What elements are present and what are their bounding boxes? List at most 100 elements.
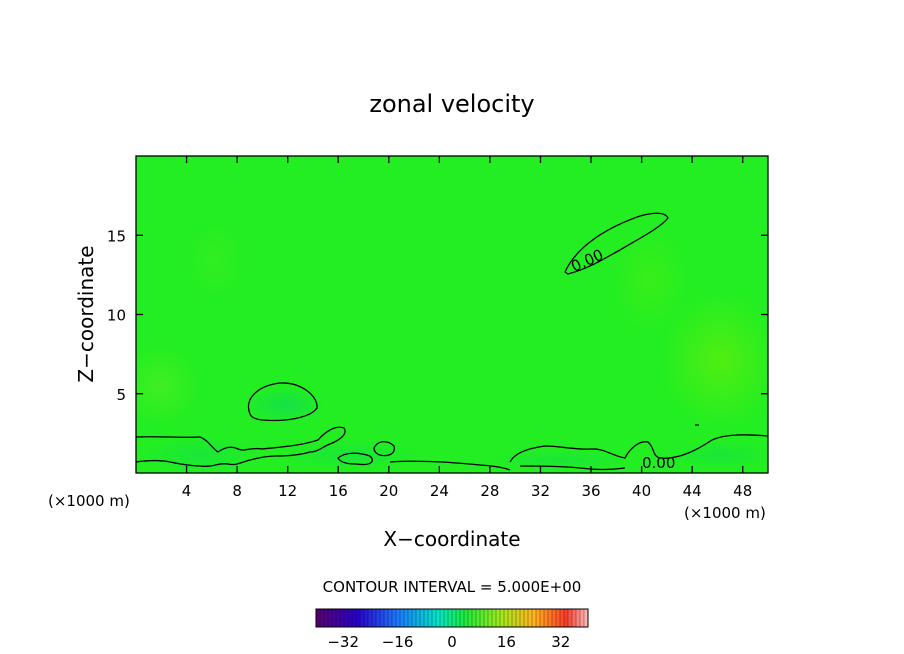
x-tick-label: 8 [232,482,242,500]
colorbar-cell [572,609,577,627]
contour-bottom-left [136,426,346,468]
x-tick-label: 32 [531,482,550,500]
colorbar-cell [440,609,445,627]
colorbar-tick-labels: −32 −16 0 16 32 [327,633,570,651]
colorbar-cell [528,609,533,627]
y-axis-ticks: 5 10 15 [107,227,768,404]
colorbar-cell [504,609,509,627]
colorbar-cell [448,609,453,627]
colorbar-cell [348,609,353,627]
x-tick-label: 24 [430,482,449,500]
x-axis-unit-right: (×1000 m) [684,504,766,522]
colorbar-cell [508,609,513,627]
colorbar-cell [532,609,537,627]
colorbar-cell [368,609,373,627]
x-tick-label: 4 [182,482,192,500]
colorbar-cell [548,609,553,627]
colorbar-cell [500,609,505,627]
colorbar-cell [556,609,561,627]
colorbar-cell [480,609,485,627]
colorbar-tick-label: −32 [327,633,359,651]
x-axis-unit-left: (×1000 m) [48,492,130,510]
colorbar-cell [476,609,481,627]
colorbar-cell [336,609,341,627]
colorbar-cell [316,609,321,627]
colorbar-cell [432,609,437,627]
colorbar-cell [560,609,565,627]
contour-bottom-right [509,434,768,463]
colorbar-cell [536,609,541,627]
colorbar-cell [456,609,461,627]
colorbar-cell [344,609,349,627]
y-tick-label: 10 [107,307,126,325]
colorbar-cell [516,609,521,627]
x-tick-label: 36 [581,482,600,500]
colorbar-cell [324,609,329,627]
colorbar-cell [392,609,397,627]
contour-mid-left [247,382,318,422]
colorbar-tick-label: 16 [497,633,516,651]
x-tick-label: 16 [329,482,348,500]
colorbar-cell [404,609,409,627]
colorbar-cell [384,609,389,627]
colorbar-cell [424,609,429,627]
colorbar-cell [568,609,573,627]
x-tick-label: 20 [379,482,398,500]
colorbar-cell [364,609,369,627]
x-axis-ticks: 4 8 12 16 20 24 28 32 36 40 44 48 [182,156,752,500]
colorbar-cell [552,609,557,627]
colorbar-cell [584,609,589,627]
colorbar-cell [416,609,421,627]
colorbar-cell [320,609,325,627]
colorbar-cell [460,609,465,627]
colorbar-cell [452,609,457,627]
colorbar-cell [356,609,361,627]
colorbar-tick-label: 32 [551,633,570,651]
colorbar-cell [388,609,393,627]
colorbar-cell [580,609,585,627]
y-axis-label: Z−coordinate [74,245,98,382]
colorbar-cell [576,609,581,627]
colorbar-cell [380,609,385,627]
colorbar-cell [376,609,381,627]
colorbar-cell [564,609,569,627]
contour-bottom-right-low [519,465,626,471]
colorbar-cell [520,609,525,627]
colorbar-cell [484,609,489,627]
colorbar-cell [412,609,417,627]
colorbar-cell [352,609,357,627]
colorbar-cell [444,609,449,627]
colorbar-cell [372,609,377,627]
colorbar-cell [540,609,545,627]
contour-interval-label: CONTOUR INTERVAL = 5.000E+00 [323,578,582,596]
colorbar [315,608,589,628]
colorbar-cell [340,609,345,627]
x-tick-label: 40 [632,482,651,500]
chart-title: zonal velocity [369,90,534,118]
colorbar-cell [464,609,469,627]
colorbar-cell [512,609,517,627]
y-tick-label: 5 [116,386,126,404]
contour-bottom-mid [337,452,373,466]
colorbar-cell [488,609,493,627]
contour-lines [136,212,768,471]
colorbar-cell [360,609,365,627]
colorbar-cell [436,609,441,627]
colorbar-cell [400,609,405,627]
colorbar-cell [408,609,413,627]
contour-label: 0.00 [642,454,675,472]
x-tick-label: 28 [480,482,499,500]
colorbar-cell [332,609,337,627]
x-tick-label: 48 [733,482,752,500]
field-shading [136,220,768,473]
colorbar-cell [328,609,333,627]
colorbar-tick-label: 0 [447,633,457,651]
colorbar-cell [420,609,425,627]
colorbar-cell [492,609,497,627]
colorbar-cell [544,609,549,627]
colorbar-cell [428,609,433,627]
colorbar-cell [524,609,529,627]
x-tick-label: 12 [278,482,297,500]
y-tick-label: 15 [107,227,126,245]
x-axis-label: X−coordinate [383,527,520,551]
